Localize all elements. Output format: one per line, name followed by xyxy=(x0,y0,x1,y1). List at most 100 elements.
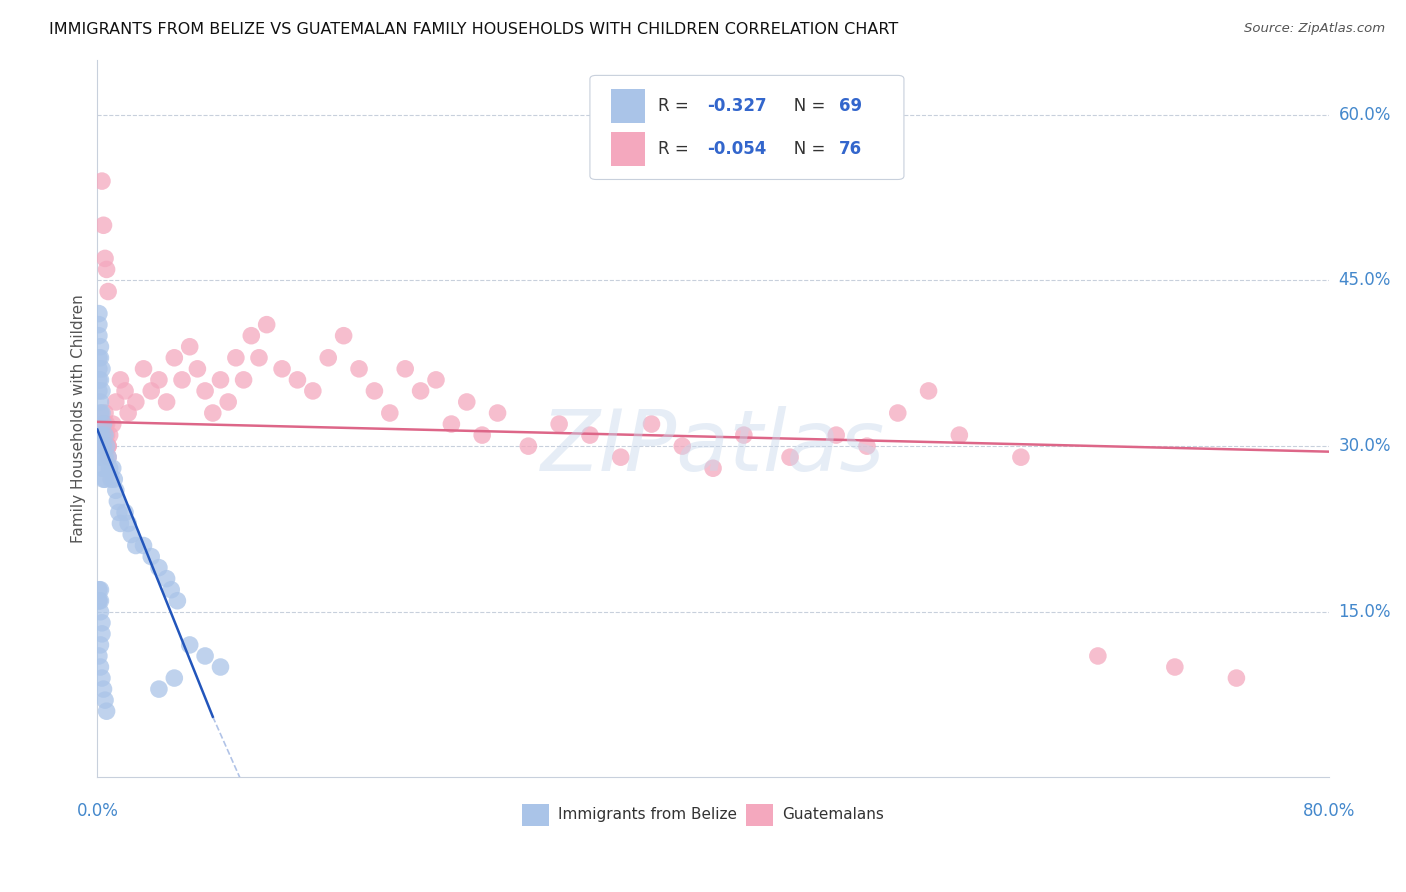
Point xyxy=(825,428,848,442)
Point xyxy=(332,328,354,343)
Point xyxy=(209,660,232,674)
Text: 76: 76 xyxy=(838,140,862,158)
Point xyxy=(108,505,131,519)
Point xyxy=(105,494,128,508)
Point xyxy=(316,351,339,365)
Point xyxy=(93,417,115,431)
Point xyxy=(87,307,110,321)
Point xyxy=(948,428,970,442)
Text: -0.327: -0.327 xyxy=(707,97,766,115)
Point xyxy=(89,340,111,354)
Point xyxy=(148,373,170,387)
Point xyxy=(378,406,401,420)
Point xyxy=(148,560,170,574)
Text: Guatemalans: Guatemalans xyxy=(782,807,884,822)
Point xyxy=(117,516,139,531)
Point xyxy=(94,428,117,442)
FancyBboxPatch shape xyxy=(591,76,904,179)
Point xyxy=(94,450,117,465)
Point xyxy=(548,417,571,431)
Point xyxy=(89,439,111,453)
Point xyxy=(91,361,114,376)
Point xyxy=(93,219,115,233)
Text: 30.0%: 30.0% xyxy=(1339,437,1391,455)
Point xyxy=(114,505,136,519)
Point xyxy=(93,417,115,431)
Point xyxy=(440,417,463,431)
Point xyxy=(1087,648,1109,663)
Point xyxy=(156,572,179,586)
Point xyxy=(104,395,127,409)
Point xyxy=(363,384,385,398)
Text: IMMIGRANTS FROM BELIZE VS GUATEMALAN FAMILY HOUSEHOLDS WITH CHILDREN CORRELATION: IMMIGRANTS FROM BELIZE VS GUATEMALAN FAM… xyxy=(49,22,898,37)
Point xyxy=(96,417,118,431)
Point xyxy=(89,373,111,387)
Text: 80.0%: 80.0% xyxy=(1302,803,1355,821)
Point xyxy=(87,593,110,607)
Text: 45.0%: 45.0% xyxy=(1339,271,1391,290)
Point xyxy=(87,361,110,376)
Point xyxy=(94,472,117,486)
Point xyxy=(93,439,115,453)
Text: -0.054: -0.054 xyxy=(707,140,766,158)
Point xyxy=(156,395,179,409)
Point xyxy=(94,693,117,707)
Point xyxy=(91,671,114,685)
Point xyxy=(1010,450,1032,465)
Point xyxy=(217,395,239,409)
Text: Source: ZipAtlas.com: Source: ZipAtlas.com xyxy=(1244,22,1385,36)
Point xyxy=(201,406,224,420)
Point xyxy=(91,428,114,442)
Point xyxy=(120,527,142,541)
Point xyxy=(347,361,370,376)
Point xyxy=(89,605,111,619)
Point xyxy=(148,682,170,697)
Point xyxy=(89,351,111,365)
Point xyxy=(456,395,478,409)
Point xyxy=(87,328,110,343)
Point xyxy=(132,539,155,553)
Point xyxy=(101,461,124,475)
Point xyxy=(579,428,602,442)
Point xyxy=(486,406,509,420)
Point xyxy=(640,417,662,431)
Point xyxy=(256,318,278,332)
Point xyxy=(100,472,122,486)
Point xyxy=(671,439,693,453)
Point xyxy=(89,395,111,409)
Point xyxy=(779,450,801,465)
Point xyxy=(104,483,127,498)
Text: 69: 69 xyxy=(838,97,862,115)
Text: 0.0%: 0.0% xyxy=(76,803,118,821)
FancyBboxPatch shape xyxy=(610,89,645,123)
Point xyxy=(91,406,114,420)
Point xyxy=(160,582,183,597)
Point xyxy=(271,361,294,376)
Point xyxy=(702,461,724,475)
Point xyxy=(96,439,118,453)
Point xyxy=(93,439,115,453)
Text: 60.0%: 60.0% xyxy=(1339,106,1391,124)
Point xyxy=(97,450,120,465)
Point xyxy=(409,384,432,398)
Point xyxy=(103,472,125,486)
Point xyxy=(141,549,163,564)
Point xyxy=(87,351,110,365)
Point xyxy=(91,627,114,641)
Point xyxy=(87,648,110,663)
Point xyxy=(97,439,120,453)
Text: 15.0%: 15.0% xyxy=(1339,603,1391,621)
Point xyxy=(98,428,121,442)
Point xyxy=(91,615,114,630)
Point xyxy=(114,384,136,398)
Point xyxy=(287,373,309,387)
Point xyxy=(91,428,114,442)
Point xyxy=(96,428,118,442)
Point xyxy=(94,406,117,420)
Point xyxy=(93,428,115,442)
Point xyxy=(471,428,494,442)
Point xyxy=(87,373,110,387)
Point xyxy=(194,384,217,398)
Point xyxy=(856,439,879,453)
Point xyxy=(179,340,201,354)
